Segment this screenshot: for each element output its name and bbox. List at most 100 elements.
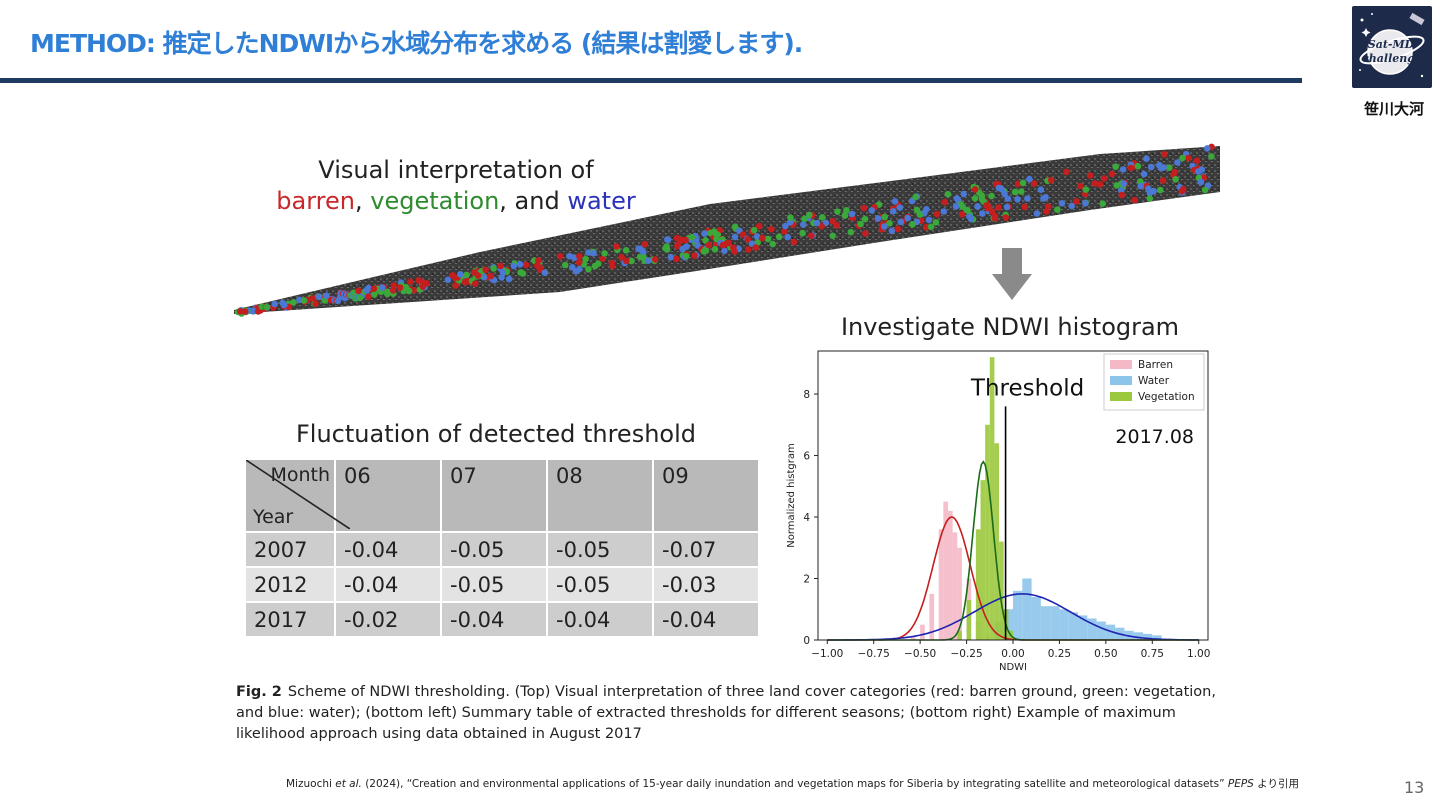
threshold-cell: -0.05 [441,532,548,568]
sample-point [819,214,826,221]
sample-point [1004,195,1012,202]
x-tick-label: 0.75 [1141,648,1164,660]
sample-point [1082,200,1089,207]
month-header: 08 [547,460,654,533]
sample-point [575,259,583,266]
sample-point [1033,210,1041,217]
threshold-cell: -0.05 [547,532,654,568]
sample-point [721,247,728,255]
sample-point [967,215,975,223]
sample-point [1172,176,1179,183]
sample-point [561,261,569,269]
sample-point [517,261,524,268]
sample-point [682,252,690,260]
sample-point [896,204,904,211]
sample-point [1197,178,1205,186]
sample-point [644,257,652,264]
sample-point [1157,164,1165,172]
table-row: 2012 -0.04 -0.05 -0.05 -0.03 [246,567,760,603]
sample-point [1026,175,1033,183]
sample-point [874,215,882,222]
sample-point [1150,187,1157,195]
sample-point [813,219,821,227]
sample-point [517,269,524,276]
sample-point [640,254,647,261]
threshold-cell: -0.04 [441,602,548,638]
sample-point [674,241,682,249]
sample-point [944,190,952,198]
histogram-bar-water [1013,590,1023,640]
sample-point [1179,154,1186,162]
sample-point [889,208,897,215]
sample-point [585,266,592,273]
sample-point [753,233,761,240]
sample-point [576,265,583,273]
corner-year-label: Year [253,506,294,528]
sample-point [1147,163,1155,171]
sample-point [952,203,960,210]
sample-point [712,230,719,237]
sample-point [808,232,815,239]
x-axis-label: NDWI [999,662,1027,673]
sample-point [1100,175,1108,182]
sample-point [557,253,564,260]
sample-point [1118,191,1125,199]
sample-point [664,236,671,243]
fit-curve-water [827,593,1199,641]
sample-point [566,252,573,260]
sample-point [857,220,864,228]
histogram-bar-vegetation [989,357,995,640]
sample-point [510,262,518,270]
sample-point [744,246,752,253]
sample-point [927,223,935,231]
sample-point [1063,168,1070,176]
sample-point [829,218,837,225]
citation-suffix: より引用 [1253,778,1299,790]
label-water: water [567,187,636,215]
sample-point [263,303,270,311]
sample-point [535,257,542,264]
sample-point [651,256,659,263]
sample-point [415,277,422,284]
sample-point [677,236,685,244]
sample-point [991,215,998,222]
sample-point [1166,164,1173,171]
sample-point [916,211,923,218]
sample-point [1193,157,1201,164]
legend-swatch-barren [1110,360,1132,369]
svg-text:Sat-MD: Sat-MD [1368,38,1415,51]
sample-point [1086,172,1094,179]
threshold-label: Threshold [970,376,1084,402]
sample-point [688,234,696,241]
sample-point [971,195,979,202]
month-header: 09 [653,460,760,533]
sample-point [705,241,713,249]
sample-point [932,219,940,226]
y-tick-label: 6 [803,451,810,463]
sample-point [1137,182,1144,190]
legend-swatch-water [1110,376,1132,385]
sample-point [457,271,464,278]
sample-point [582,255,589,263]
sample-point [389,287,397,294]
sample-point [505,275,513,283]
sample-point [1201,186,1209,194]
sample-point [979,210,986,217]
sample-point [806,211,813,219]
sample-point [834,208,841,215]
sample-point [613,243,620,250]
sample-point [756,222,763,230]
sample-point [995,184,1003,192]
sample-point [1134,162,1142,170]
table-title: Fluctuation of detected threshold [295,420,696,448]
histogram-bar-water [1105,624,1116,640]
sample-point [1040,195,1047,202]
sample-point [843,207,850,214]
caption-text: Scheme of NDWI thresholding. (Top) Visua… [236,684,1216,742]
x-tick-label: 0.00 [1001,648,1024,660]
histogram-bar-barren [929,593,935,640]
threshold-cell: -0.07 [653,532,760,568]
sample-point [959,203,966,210]
month-header: 06 [335,460,442,533]
sample-point [1174,159,1181,166]
